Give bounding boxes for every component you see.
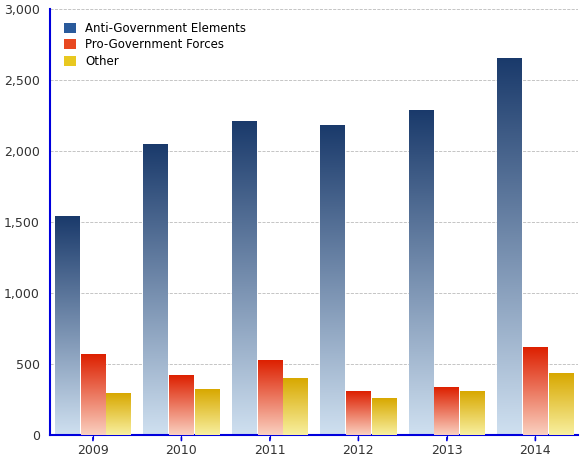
Legend: Anti-Government Elements, Pro-Government Forces, Other: Anti-Government Elements, Pro-Government… [62, 19, 249, 70]
